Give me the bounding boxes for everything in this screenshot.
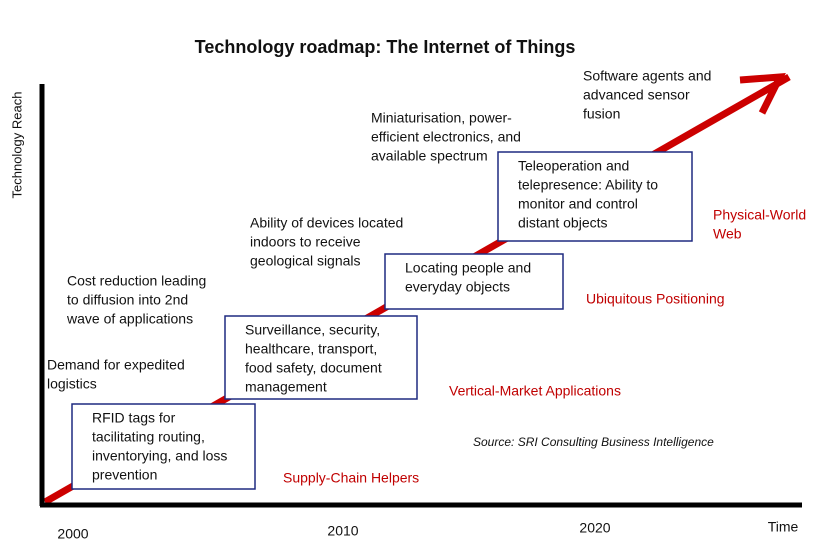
box-text: monitor and control [518,196,638,212]
year: 2000 [57,526,88,542]
phase-label: Physical-World [713,207,806,223]
driver-text: indoors to receive [250,234,361,250]
driver-text: to diffusion into 2nd [67,292,188,308]
driver-text: wave of applications [66,311,193,327]
box-text: inventorying, and loss [92,448,227,464]
driver-text: Demand for expedited [47,357,185,373]
phase-label: Supply-Chain Helpers [283,470,419,486]
box-text: healthcare, transport, [245,341,377,357]
box-text: food safety, document [245,360,382,376]
box-text: everyday objects [405,279,510,295]
driver-text: efficient electronics, and [371,129,521,145]
box-text: prevention [92,467,157,483]
driver-text: available spectrum [371,148,488,164]
phase-label: Ubiquitous Positioning [586,291,725,307]
box [71,403,256,490]
box [497,151,693,242]
box-text: tacilitating routing, [92,429,205,445]
x-axis-label: Time [768,519,799,535]
box-text: Locating people and [405,260,531,276]
driver-text: Software agents and [583,68,711,84]
driver-text: advanced sensor [583,87,690,103]
box [384,253,564,310]
phase-label: Vertical-Market Applications [449,383,621,399]
box-text: RFID tags for [92,410,176,426]
driver-text: fusion [583,106,620,122]
driver-text: Ability of devices located [250,215,403,231]
driver-text: Miniaturisation, power- [371,110,512,126]
box-text: distant objects [518,215,608,231]
phase-label: Web [713,226,742,242]
arrow-head [739,73,786,115]
box [224,315,418,400]
box-text: Teleoperation and [518,158,629,174]
driver-text: logistics [47,376,97,392]
box-text: management [245,379,327,395]
y-axis-label: Technology Reach [9,92,24,199]
driver-text: geological signals [250,253,361,269]
year: 2020 [579,520,610,536]
driver-text: Cost reduction leading [67,273,206,289]
title: Technology roadmap: The Internet of Thin… [195,37,576,57]
box-text: telepresence: Ability to [518,177,658,193]
year: 2010 [327,523,358,539]
source: Source: SRI Consulting Business Intellig… [473,435,714,449]
box-text: Surveillance, security, [245,322,380,338]
